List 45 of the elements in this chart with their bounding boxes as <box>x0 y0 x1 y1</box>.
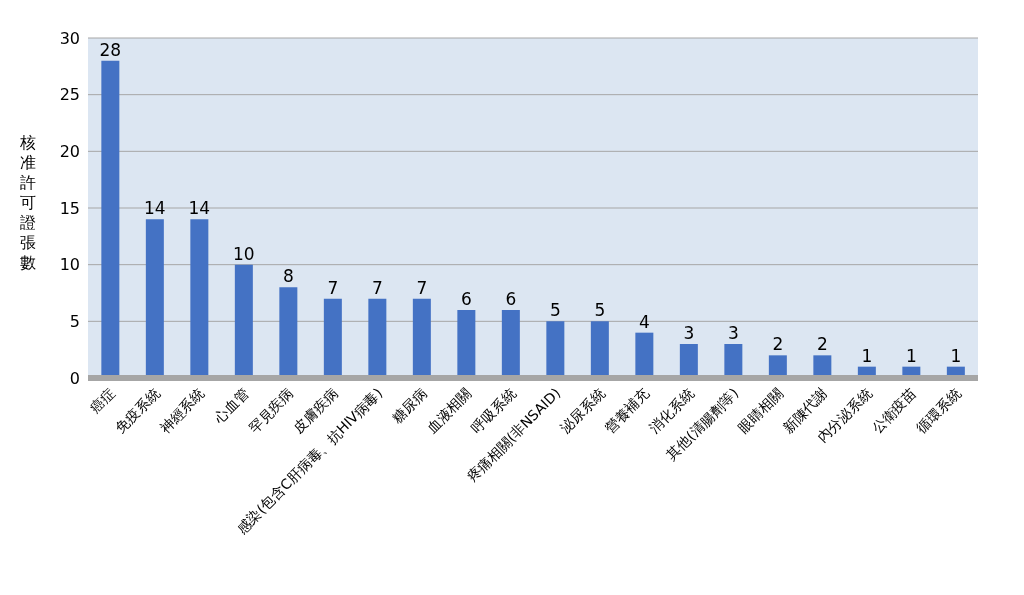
bar <box>101 60 120 378</box>
data-label: 3 <box>727 323 739 343</box>
data-label: 1 <box>861 345 873 366</box>
bar <box>457 310 476 378</box>
data-label: 5 <box>549 300 561 321</box>
bar <box>234 264 253 378</box>
y-tick-label: 30 <box>59 28 80 48</box>
data-label: 28 <box>99 39 122 60</box>
bar <box>501 310 520 378</box>
data-label: 7 <box>371 277 383 298</box>
data-label: 14 <box>188 198 211 219</box>
y-tick-label: 20 <box>59 142 80 162</box>
data-label: 7 <box>327 277 339 298</box>
y-tick-label: 25 <box>59 85 80 105</box>
data-label: 2 <box>816 334 828 355</box>
bar <box>323 298 342 378</box>
data-label: 5 <box>594 300 606 321</box>
data-label: 8 <box>282 266 294 287</box>
bar <box>145 219 164 378</box>
data-label: 1 <box>905 345 917 366</box>
y-tick-label: 0 <box>69 368 80 388</box>
y-axis-title: 核准許可證張數 <box>19 133 36 272</box>
data-label: 3 <box>683 323 695 343</box>
bar <box>190 219 209 378</box>
bar <box>368 298 387 378</box>
y-tick-label: 15 <box>59 198 80 218</box>
data-label: 2 <box>772 334 784 355</box>
data-label: 6 <box>505 289 517 309</box>
bar <box>412 298 431 378</box>
data-label: 4 <box>638 311 650 332</box>
data-label: 1 <box>950 345 962 366</box>
bar <box>724 344 743 378</box>
bar <box>679 344 698 378</box>
y-tick-label: 10 <box>59 255 80 275</box>
data-label: 6 <box>460 289 472 309</box>
y-tick-label: 5 <box>69 312 80 332</box>
bar <box>546 321 565 378</box>
bar <box>635 332 654 378</box>
x-tick-label: 糖尿病 <box>388 384 430 426</box>
bar <box>279 287 298 378</box>
data-label: 14 <box>144 198 166 219</box>
x-tick-label: 癌症 <box>87 384 119 416</box>
bar <box>590 321 609 378</box>
data-label: 7 <box>416 277 428 298</box>
data-label: 10 <box>233 243 255 264</box>
